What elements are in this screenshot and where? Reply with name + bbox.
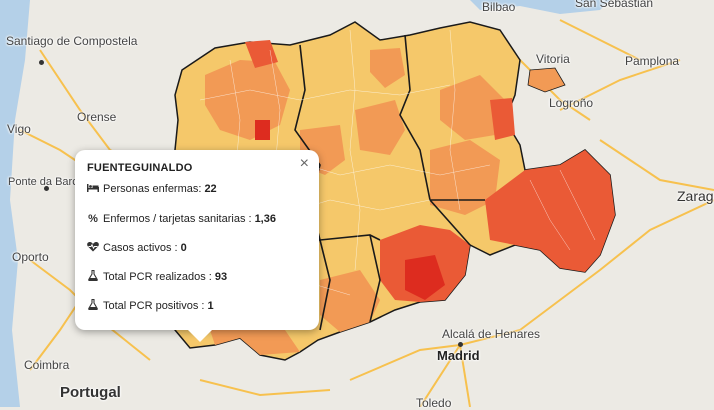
city-label: Santiago de Compostela bbox=[6, 34, 138, 48]
close-button[interactable]: × bbox=[299, 155, 309, 172]
percent-icon: % bbox=[88, 213, 98, 225]
popup-row-value: 93 bbox=[214, 271, 228, 283]
roads bbox=[19, 19, 714, 407]
ocean-area bbox=[0, 0, 30, 407]
city-label: Logroño bbox=[549, 96, 594, 110]
city-label: San Sebastian bbox=[575, 0, 654, 10]
popup-row-value: 0 bbox=[180, 242, 187, 254]
popup-row-label: Total PCR positivos : bbox=[103, 300, 205, 312]
city-label: Bilbao bbox=[482, 0, 516, 14]
popup-title: FUENTEGUINALDO bbox=[87, 162, 193, 174]
bed-icon bbox=[87, 183, 99, 195]
popup-row-value: 1 bbox=[207, 300, 214, 312]
city-label: Ponte da Barca bbox=[8, 176, 84, 188]
city-label: Oporto bbox=[12, 250, 49, 264]
popup-row-value: 22 bbox=[204, 183, 217, 195]
country-label: Portugal bbox=[60, 384, 121, 401]
info-popup: FUENTEGUINALDO × Personas enfermas: 22 %… bbox=[75, 150, 319, 342]
city-label: Pamplona bbox=[625, 54, 680, 68]
treviño-enclave bbox=[527, 67, 566, 93]
heartbeat-icon bbox=[87, 241, 99, 255]
city-label: Vigo bbox=[7, 122, 31, 136]
city-label: Madrid bbox=[437, 348, 480, 363]
sea-area bbox=[470, 0, 610, 14]
popup-row-label: Personas enfermas: bbox=[103, 183, 202, 195]
city-dot bbox=[39, 60, 44, 65]
popup-row: Total PCR positivos : 1 bbox=[87, 298, 214, 313]
city-label: Vitoria bbox=[536, 52, 570, 66]
city-label: Orense bbox=[77, 110, 117, 124]
city-label: Zarago bbox=[677, 188, 714, 204]
popup-row: Total PCR realizados : 93 bbox=[87, 269, 228, 284]
city-dot bbox=[44, 186, 49, 191]
city-label: Coimbra bbox=[24, 358, 70, 372]
city-dot bbox=[458, 342, 463, 347]
popup-row-label: Enfermos / tarjetas sanitarias : bbox=[103, 213, 252, 225]
popup-row-label: Total PCR realizados : bbox=[103, 271, 212, 283]
city-label: Alcalá de Henares bbox=[442, 327, 541, 341]
popup-row: % Enfermos / tarjetas sanitarias : 1,36 bbox=[87, 213, 276, 225]
flask-icon bbox=[87, 298, 99, 313]
popup-row-label: Casos activos : bbox=[103, 242, 178, 254]
flask-icon bbox=[87, 269, 99, 284]
popup-row: Personas enfermas: 22 bbox=[87, 183, 217, 195]
popup-row-value: 1,36 bbox=[254, 213, 276, 225]
city-label: Toledo bbox=[416, 396, 452, 410]
popup-row: Casos activos : 0 bbox=[87, 241, 187, 255]
